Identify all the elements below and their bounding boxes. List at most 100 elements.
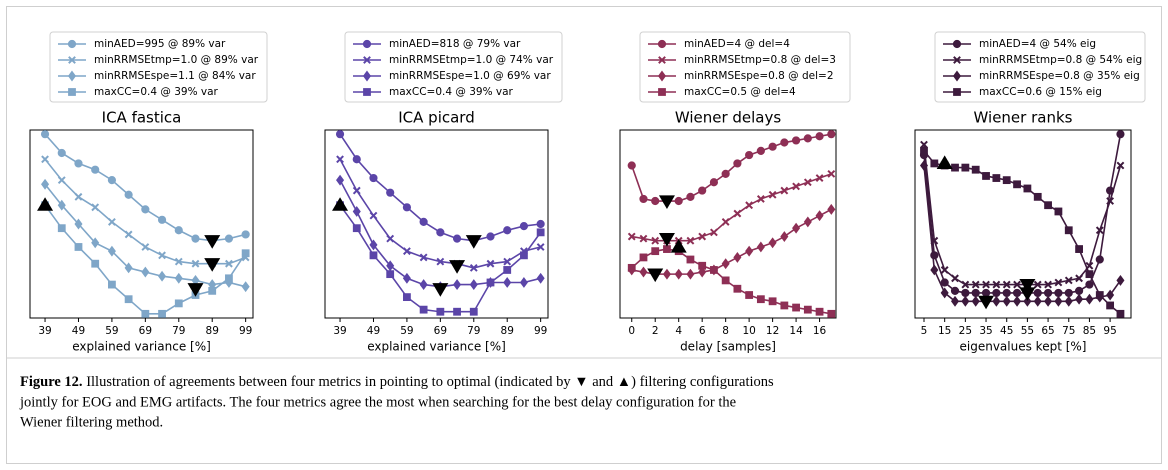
data-point	[756, 146, 765, 155]
data-point	[57, 148, 66, 158]
data-point	[453, 279, 462, 291]
data-point	[768, 142, 777, 151]
data-point	[225, 274, 233, 283]
data-point	[971, 295, 980, 307]
legend-label: minAED=4 @ del=4	[684, 38, 790, 50]
data-point	[91, 165, 100, 174]
data-point	[709, 178, 719, 187]
data-point	[386, 188, 395, 197]
data-point	[950, 286, 960, 295]
data-point	[780, 231, 789, 242]
data-point	[792, 222, 801, 234]
x-tick-label: 15	[938, 325, 951, 337]
data-point	[519, 221, 529, 231]
data-point	[386, 270, 395, 279]
data-point	[756, 241, 765, 253]
data-point	[1095, 226, 1104, 235]
legend-label: minRRMSEtmp=0.8 @ del=3	[684, 54, 836, 66]
data-point	[663, 245, 671, 253]
data-point	[1044, 295, 1053, 307]
series-line	[631, 208, 832, 275]
legend-label: maxCC=0.4 @ 39% var	[389, 86, 514, 98]
data-point	[721, 218, 730, 226]
data-point	[1116, 274, 1125, 286]
data-point	[57, 199, 66, 211]
data-point	[733, 251, 742, 263]
data-point	[919, 160, 929, 171]
data-point	[74, 159, 83, 168]
data-point	[792, 303, 800, 312]
caption-text: Illustration of agreements between four …	[83, 374, 774, 390]
data-point	[733, 284, 742, 293]
plot-frame	[324, 129, 549, 319]
data-point	[627, 161, 636, 170]
legend-swatch-marker	[68, 88, 76, 96]
plot-frame	[914, 129, 1132, 319]
data-point	[1013, 280, 1021, 289]
x-tick-label: 99	[534, 325, 547, 337]
data-point	[1075, 245, 1083, 253]
data-point	[651, 247, 660, 256]
data-point	[503, 226, 512, 235]
optimum-marker	[647, 268, 664, 283]
data-point	[1085, 280, 1094, 289]
data-point	[141, 205, 150, 214]
data-point	[982, 280, 990, 289]
data-point	[241, 281, 250, 293]
x-tick-label: 65	[1041, 325, 1054, 337]
legend-label: minRRMSEtmp=0.8 @ 54% eig	[979, 54, 1142, 66]
data-point	[174, 226, 183, 235]
data-point	[1075, 293, 1084, 305]
plot-frame	[619, 129, 837, 319]
data-point	[803, 305, 812, 314]
data-point	[108, 218, 116, 226]
data-point	[352, 206, 361, 217]
x-tick-label: 69	[139, 325, 152, 337]
data-point	[1044, 201, 1052, 210]
data-point	[369, 211, 378, 220]
optimum-marker	[670, 238, 687, 253]
data-point	[174, 272, 183, 284]
legend-swatch-marker	[658, 56, 666, 64]
data-point	[1074, 286, 1084, 295]
data-point	[1075, 274, 1083, 283]
series-line	[630, 133, 832, 202]
data-point	[745, 150, 754, 160]
legend-label: minRRMSEspe=0.8 @ del=2	[684, 70, 834, 82]
data-point	[402, 272, 411, 284]
data-point	[950, 295, 960, 307]
data-point	[639, 253, 648, 262]
legend-box	[934, 31, 1146, 103]
data-point	[1116, 130, 1125, 139]
data-point	[436, 307, 445, 316]
data-point	[74, 243, 83, 251]
data-point	[1002, 176, 1011, 185]
chart-title: Wiener delays	[675, 109, 782, 127]
optimum-marker	[204, 235, 221, 249]
data-point	[57, 224, 66, 233]
data-point	[982, 172, 990, 180]
legend-swatch-marker	[658, 88, 666, 96]
data-point	[791, 136, 801, 145]
x-axis-label: eigenvalues kept [%]	[960, 340, 1087, 354]
data-point	[107, 245, 116, 257]
data-point	[74, 192, 83, 201]
data-point	[745, 201, 754, 210]
data-point	[768, 190, 777, 199]
legend-label: maxCC=0.6 @ 15% eig	[979, 86, 1102, 98]
data-point	[369, 251, 378, 260]
x-tick-label: 95	[1103, 325, 1116, 337]
data-point	[1095, 291, 1104, 299]
x-tick-label: 49	[72, 325, 85, 337]
data-point	[745, 245, 754, 257]
data-point	[981, 288, 991, 298]
data-point	[536, 272, 545, 284]
data-point	[1013, 295, 1022, 307]
x-tick-label: 16	[813, 325, 827, 337]
data-point	[141, 243, 150, 251]
data-point	[930, 264, 939, 276]
data-point	[536, 243, 545, 251]
data-point	[91, 203, 100, 212]
x-tick-label: 99	[239, 325, 252, 337]
data-point	[107, 176, 117, 185]
